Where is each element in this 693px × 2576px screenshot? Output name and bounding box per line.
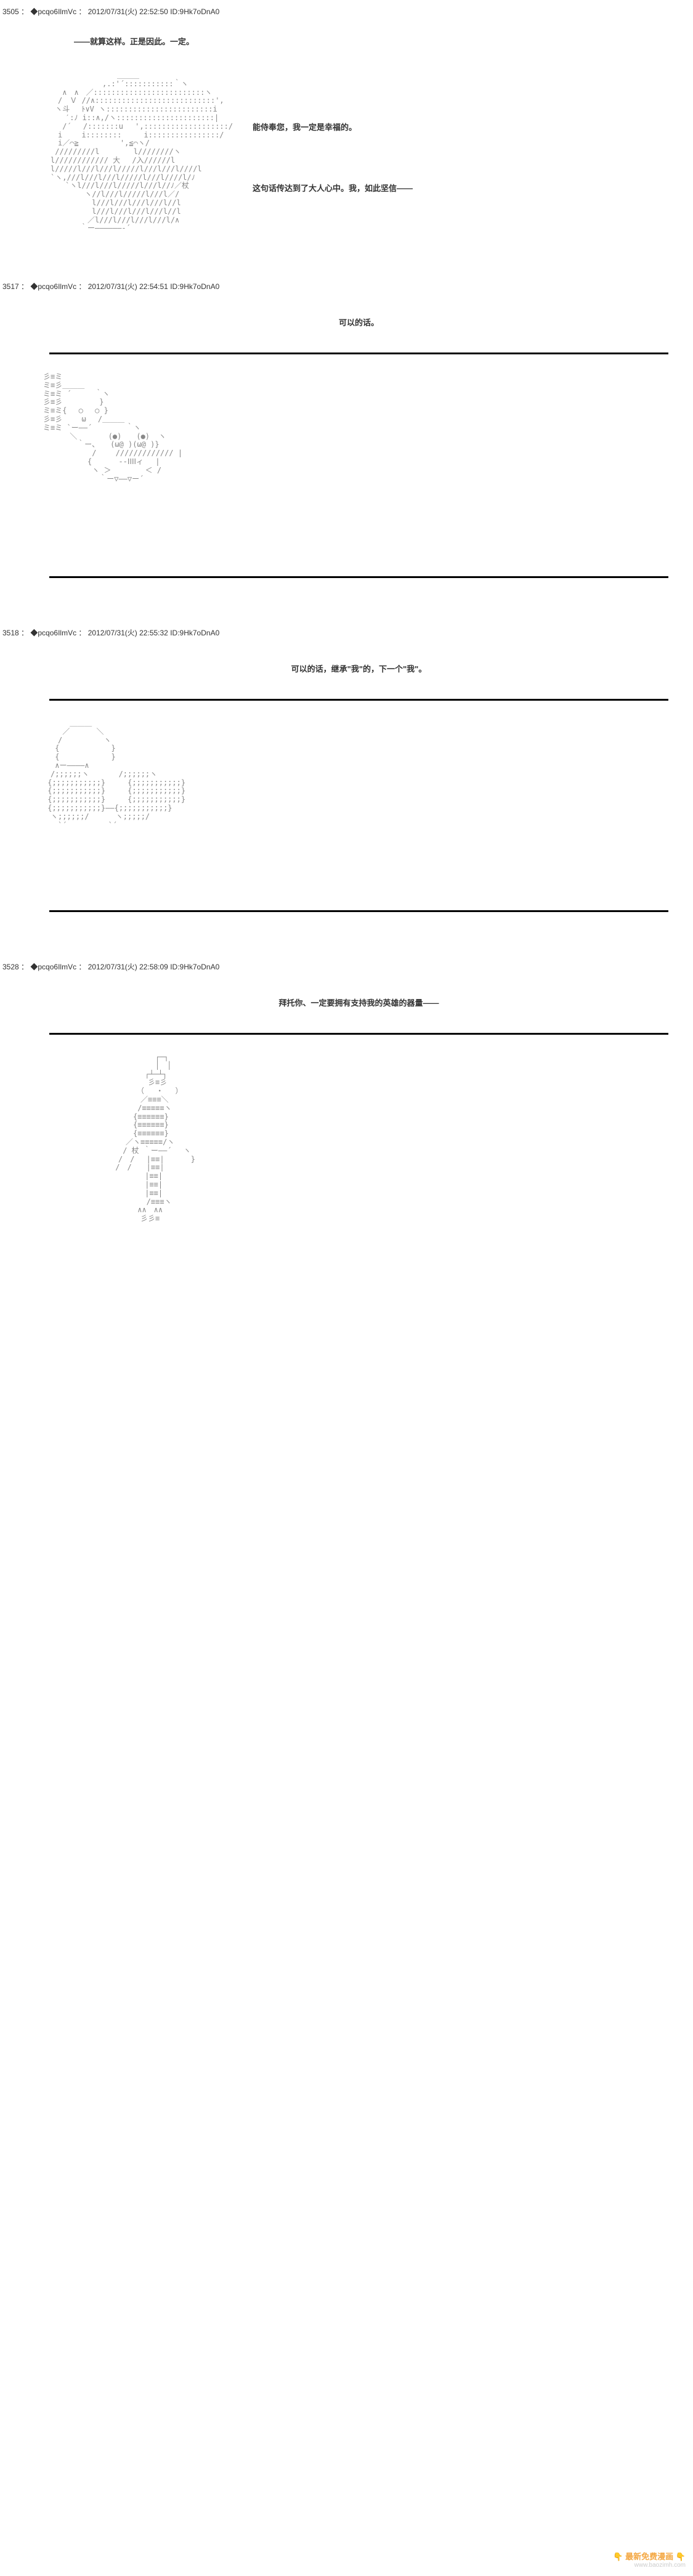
post-uid: ID:9Hk7oDnA0 [170,963,219,971]
side-text-1: 能侍奉您，我一定是幸福的。 [253,121,413,132]
centered-text: 可以的话。 [25,316,693,328]
layout-row: ＿＿＿ ,.:'´:::::::::::｀ヽ ∧ ∧ ／::::::::::::… [25,59,693,250]
post-header: 3517 ： ◆pcqo6IlmVc ： 2012/07/31(火) 22:54… [0,281,693,291]
post-uid: ID:9Hk7oDnA0 [170,7,219,16]
divider [49,353,668,354]
post-trip: ◆pcqo6IlmVc [30,7,76,16]
ascii-character-faces: 彡≡ミ ミ≡彡＿＿＿ ミ≡ミ ´ ｀ヽ 彡≡彡 } ミ≡ミ{ ○ ○ } 彡≡彡… [43,373,265,558]
post-date: 2012/07/31(火) 22:55:32 [88,629,168,637]
pointer-icon: 👇 [676,2552,686,2561]
post-content: 可以的话。 彡≡ミ ミ≡彡＿＿＿ ミ≡ミ ´ ｀ヽ 彡≡彡 } ミ≡ミ{ ○ ○… [0,316,693,578]
ascii-character-tophat: ┌─┐ │ │ ┌┴─┴┐ 彡≡彡 （ ・ ） ／≡≡≡＼ /≡≡≡≡≡ヽ {≡… [111,1053,216,1287]
post-block: 3528 ： ◆pcqo6IlmVc ： 2012/07/31(火) 22:58… [0,955,693,1324]
post-content: 拜托你、一定要拥有支持我的英雄的器量—— ┌─┐ │ │ ┌┴─┴┐ 彡≡彡 （… [0,997,693,1287]
post-block: 3505 ： ◆pcqo6IlmVc ： 2012/07/31(火) 22:52… [0,0,693,275]
post-id: 3518 [2,629,19,637]
post-block: 3517 ： ◆pcqo6IlmVc ： 2012/07/31(火) 22:54… [0,275,693,621]
divider [49,699,668,701]
watermark: 👇 最新免费漫画 👇 www.baozimh.com [613,2550,686,2569]
centered-text: 可以的话，继承"我"的，下一个"我"。 [25,662,693,674]
post-date: 2012/07/31(火) 22:52:50 [88,7,168,16]
post-uid: ID:9Hk7oDnA0 [170,282,219,291]
post-date: 2012/07/31(火) 22:54:51 [88,282,168,291]
post-id: 3517 [2,282,19,291]
post-content: 可以的话，继承"我"的，下一个"我"。 ＿＿＿ ／ ＼ / ヽ { } { } … [0,662,693,912]
watermark-url: www.baozimh.com [613,2562,686,2569]
post-trip: ◆pcqo6IlmVc [30,282,76,291]
post-header: 3528 ： ◆pcqo6IlmVc ： 2012/07/31(火) 22:58… [0,961,693,972]
centered-text: 拜托你、一定要拥有支持我的英雄的器量—— [25,997,693,1008]
divider [49,1033,668,1035]
post-block: 3518 ： ◆pcqo6IlmVc ： 2012/07/31(火) 22:55… [0,621,693,955]
post-date: 2012/07/31(火) 22:58:09 [88,963,168,971]
post-header: 3505 ： ◆pcqo6IlmVc ： 2012/07/31(火) 22:52… [0,6,693,17]
post-uid: ID:9Hk7oDnA0 [170,629,219,637]
divider [49,576,668,578]
side-text-2: 这句话传达到了大人心中。我，如此坚信—— [253,182,413,194]
post-trip: ◆pcqo6IlmVc [30,629,76,637]
divider [49,910,668,912]
post-trip: ◆pcqo6IlmVc [30,963,76,971]
post-header: 3518 ： ◆pcqo6IlmVc ： 2012/07/31(火) 22:55… [0,627,693,638]
pointer-icon: 👇 [613,2552,623,2561]
brand-text: 最新免费漫画 [625,2552,673,2561]
side-text-block: 能侍奉您，我一定是幸福的。 这句话传达到了大人心中。我，如此坚信—— [253,108,413,206]
post-content: ——就算这样。正是因此。一定。 ＿＿＿ ,.:'´:::::::::::｀ヽ ∧… [0,35,693,250]
post-id: 3528 [2,963,19,971]
ascii-character-servant: ＿＿＿ ,.:'´:::::::::::｀ヽ ∧ ∧ ／::::::::::::… [43,71,203,238]
post-id: 3505 [2,7,19,16]
intro-text: ——就算这样。正是因此。一定。 [74,35,693,47]
ascii-character-kneeling: ＿＿＿ ／ ＼ / ヽ { } { } ∧ー――――∧ /;;;;;;ヽ /;;… [43,719,166,892]
